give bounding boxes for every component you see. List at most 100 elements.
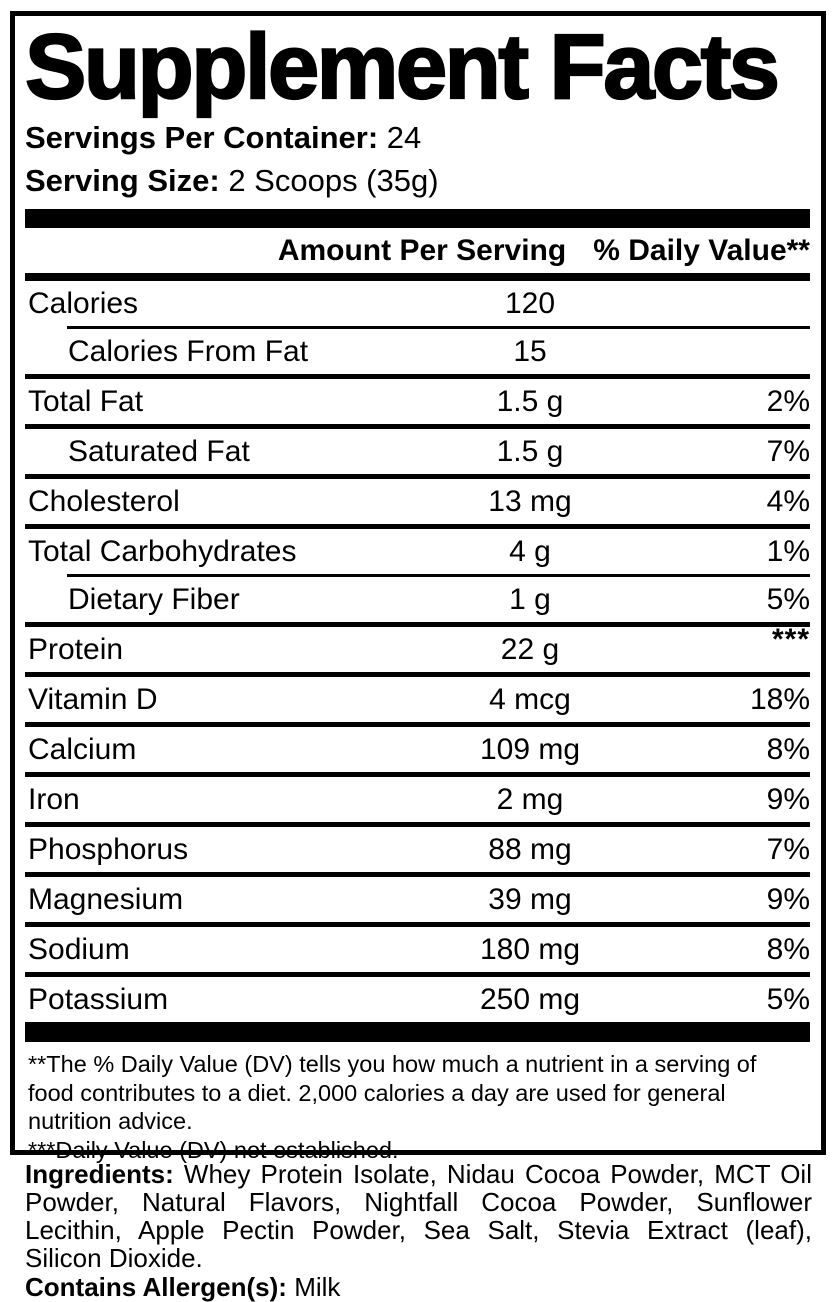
nutrient-name: Protein [28,632,124,666]
row-separator [25,424,810,430]
allergen-line: Contains Allergen(s): Milk [25,1273,812,1301]
nutrient-daily-value: 7% [766,832,810,866]
nutrient-amount: 109 mg [479,732,581,766]
serving-size-value: 2 Scoops (35g) [228,163,439,199]
nutrient-name: Phosphorus [28,832,189,866]
nutrient-amount: 15 [513,334,547,368]
ingredients-block: Ingredients: Whey Protein Isolate, Nidau… [25,1160,812,1301]
ingredients-label: Ingredients: [25,1159,174,1189]
nutrient-name: Cholesterol [28,484,180,518]
row-separator [67,574,810,578]
nutrient-amount: 39 mg [488,882,572,916]
nutrient-daily-value: 7% [766,434,810,468]
allergen-label: Contains Allergen(s): [25,1272,287,1302]
nutrient-daily-value: 1% [766,534,810,568]
nutrient-name: Saturated Fat [68,434,250,468]
nutrient-row: Iron 2 mg 9% [25,777,810,822]
nutrient-daily-value: 8% [766,732,810,766]
facts-panel: Supplement Facts Servings Per Container:… [10,11,826,1163]
nutrient-name: Potassium [28,982,169,1016]
row-separator [25,922,810,928]
nutrient-amount: 1.5 g [496,384,564,418]
row-separator [25,622,810,628]
nutrient-name: Magnesium [28,882,184,916]
nutrient-amount: 1 g [509,582,551,616]
daily-value-footnote: **The % Daily Value (DV) tells you how m… [28,1051,757,1135]
header-rule [25,273,810,282]
nutrient-row: Saturated Fat 1.5 g 7% [25,429,810,474]
serving-info: Servings Per Container: 24 Serving Size:… [25,116,810,202]
row-separator [25,672,810,678]
nutrient-amount: 4 g [509,534,551,568]
daily-value-header: % Daily Value** [593,233,810,267]
nutrient-amount: 2 mg [496,782,564,816]
nutrient-daily-value: 4% [766,484,810,518]
row-separator [25,972,810,978]
nutrient-name: Sodium [28,932,130,966]
nutrient-amount: 88 mg [488,832,572,866]
nutrient-table: Calories 120 Calories From Fat 15 Total Fat 1… [25,281,810,1022]
nutrient-daily-value: 5% [766,982,810,1016]
nutrient-row: Calories From Fat 15 [25,329,810,374]
row-separator [25,474,810,480]
nutrient-daily-value: *** [680,623,810,667]
nutrient-name: Total Fat [28,384,144,418]
nutrient-row: Total Carbohydrates 4 g 1% [25,529,810,574]
serving-size-label: Serving Size: [25,163,220,199]
ingredients-text: Whey Protein Isolate, Nidau Cocoa Powder… [25,1159,812,1273]
nutrient-amount: 13 mg [488,484,572,518]
nutrient-daily-value: 8% [766,932,810,966]
nutrient-name: Dietary Fiber [68,582,240,616]
nutrient-row: Dietary Fiber 1 g 5% [25,577,810,622]
servings-per-container-value: 24 [386,120,422,156]
nutrient-daily-value: 9% [766,882,810,916]
nutrient-row: Calories 120 [25,281,810,326]
row-separator [25,822,810,828]
nutrient-row: Cholesterol 13 mg 4% [25,479,810,524]
row-separator [25,872,810,878]
nutrient-amount: 4 mcg [489,682,571,716]
nutrient-row: Protein 22 g *** [25,623,810,672]
row-separator [25,722,810,728]
row-separator [25,772,810,778]
nutrient-amount: 120 [504,286,556,320]
panel-title: Supplement Facts [24,16,781,118]
divider-bar-top [25,209,810,229]
nutrient-amount: 250 mg [479,982,581,1016]
footnotes: **The % Daily Value (DV) tells you how m… [25,1042,810,1164]
row-separator [25,524,810,530]
row-separator [25,374,810,380]
nutrient-name: Calcium [28,732,137,766]
nutrient-daily-value: 5% [766,582,810,616]
nutrient-row: Potassium 250 mg 5% [25,977,810,1022]
nutrient-amount: 1.5 g [496,434,564,468]
ingredients-line: Ingredients: Whey Protein Isolate, Nidau… [25,1160,812,1272]
nutrient-name: Total Carbohydrates [28,534,297,568]
amount-per-serving-header: Amount Per Serving [277,233,567,267]
nutrient-name: Calories From Fat [68,334,309,368]
nutrient-row: Total Fat 1.5 g 2% [25,379,810,424]
nutrient-daily-value: 18% [749,682,810,716]
table-header-row: Amount Per Serving % Daily Value** [25,228,810,273]
row-separator [67,326,810,330]
nutrient-row: Calcium 109 mg 8% [25,727,810,772]
serving-size-line: Serving Size: 2 Scoops (35g) [25,159,810,202]
allergen-value: Milk [294,1272,341,1302]
nutrient-amount: 180 mg [479,932,581,966]
not-established-mark: *** [771,622,810,656]
servings-per-container-label: Servings Per Container: [25,120,379,156]
nutrient-row: Magnesium 39 mg 9% [25,877,810,922]
nutrient-name: Vitamin D [28,682,158,716]
divider-bar-bottom [25,1022,810,1043]
nutrient-name: Iron [28,782,80,816]
nutrient-daily-value: 9% [766,782,810,816]
nutrient-row: Phosphorus 88 mg 7% [25,827,810,872]
nutrient-daily-value: 2% [766,384,810,418]
nutrient-row: Vitamin D 4 mcg 18% [25,677,810,722]
nutrient-row: Sodium 180 mg 8% [25,927,810,972]
not-established-footnote: ***Daily Value (DV) not established. [28,1136,399,1163]
nutrient-amount: 22 g [500,632,560,666]
servings-per-container-line: Servings Per Container: 24 [25,116,810,159]
nutrient-name: Calories [28,286,139,320]
